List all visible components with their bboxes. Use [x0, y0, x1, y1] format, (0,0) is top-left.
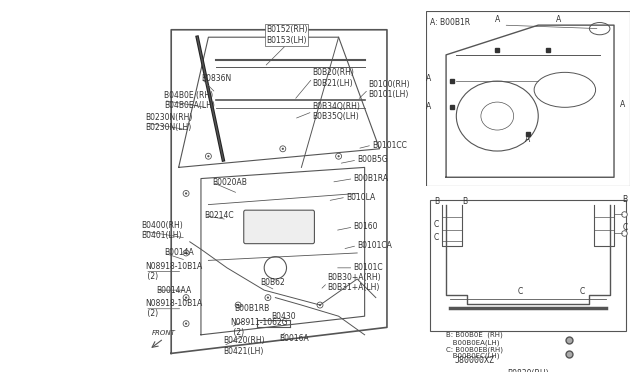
- Text: N08918-10B1A
 (2): N08918-10B1A (2): [145, 262, 202, 281]
- Text: C: C: [579, 287, 584, 296]
- Text: B0152(RH)
B0153(LH): B0152(RH) B0153(LH): [266, 25, 307, 45]
- Text: B00B1RB: B00B1RB: [234, 304, 269, 313]
- Circle shape: [337, 155, 340, 157]
- FancyBboxPatch shape: [244, 210, 314, 244]
- Text: A: A: [556, 15, 561, 24]
- Text: C: B00B0EB(RH): C: B00B0EB(RH): [446, 346, 503, 353]
- Text: B0430: B0430: [271, 312, 296, 321]
- Text: B010LA: B010LA: [346, 193, 375, 202]
- Circle shape: [185, 323, 187, 325]
- Text: B0B62: B0B62: [260, 278, 285, 287]
- Text: B: B: [463, 197, 468, 206]
- Text: B0101CA: B0101CA: [357, 241, 392, 250]
- Circle shape: [282, 148, 284, 150]
- Text: B0230N(RH)
B0230N(LH): B0230N(RH) B0230N(LH): [145, 113, 193, 132]
- Text: B00B1RA: B00B1RA: [353, 174, 388, 183]
- Text: B0016A: B0016A: [279, 334, 309, 343]
- Text: B0100(RH)
B0101(LH): B0100(RH) B0101(LH): [369, 80, 410, 99]
- Text: A: B00B1R: A: B00B1R: [429, 18, 470, 27]
- Text: C: C: [434, 233, 439, 242]
- Text: B0160: B0160: [353, 222, 378, 231]
- Text: B: B00B0E  (RH): B: B00B0E (RH): [446, 331, 503, 338]
- Text: B0420(RH)
B0421(LH): B0420(RH) B0421(LH): [223, 336, 265, 356]
- Text: B04B0E (RH)
B04B0EA(LH): B04B0E (RH) B04B0EA(LH): [164, 91, 214, 110]
- Text: C: C: [518, 287, 523, 296]
- Circle shape: [237, 304, 239, 306]
- Circle shape: [207, 155, 209, 157]
- Text: B0014A: B0014A: [164, 248, 193, 257]
- FancyBboxPatch shape: [429, 201, 627, 331]
- Circle shape: [319, 304, 321, 306]
- Text: B0014AA: B0014AA: [156, 286, 191, 295]
- Circle shape: [185, 252, 187, 254]
- Text: J80000XZ: J80000XZ: [455, 356, 495, 365]
- Text: A: A: [525, 135, 531, 144]
- Text: A: A: [495, 15, 500, 24]
- Text: FRONT: FRONT: [152, 330, 176, 336]
- Text: C: C: [622, 223, 627, 232]
- Text: B0101CC: B0101CC: [372, 141, 407, 150]
- Text: B0830(RH)
B0831(LH): B0830(RH) B0831(LH): [507, 369, 549, 372]
- FancyBboxPatch shape: [426, 11, 630, 186]
- Text: N08911-1062G
 (2): N08911-1062G (2): [231, 318, 289, 337]
- Text: C: C: [434, 219, 439, 229]
- Text: A: A: [426, 74, 431, 83]
- Text: B0020AB: B0020AB: [212, 178, 247, 187]
- Text: B: B: [622, 195, 627, 204]
- Text: B0B30+A(RH)
B0B31+A(LH): B0B30+A(RH) B0B31+A(LH): [328, 273, 381, 292]
- Circle shape: [185, 192, 187, 195]
- Text: B00B0EC(LH): B00B0EC(LH): [446, 353, 500, 359]
- Text: N08918-10B1A
 (2): N08918-10B1A (2): [145, 299, 202, 318]
- Text: B0B20(RH)
B0B21(LH): B0B20(RH) B0B21(LH): [312, 68, 355, 88]
- Text: B0214C: B0214C: [205, 211, 234, 220]
- Text: B00B5G: B00B5G: [357, 155, 388, 164]
- Text: B0101C: B0101C: [353, 263, 383, 272]
- Text: B: B: [434, 197, 439, 206]
- Text: B0836N: B0836N: [201, 74, 231, 83]
- Text: B00B0EA(LH): B00B0EA(LH): [446, 340, 500, 346]
- Circle shape: [185, 296, 187, 299]
- Text: B0400(RH)
B0401(LH): B0400(RH) B0401(LH): [141, 221, 183, 240]
- Text: A: A: [426, 102, 431, 111]
- Circle shape: [267, 296, 269, 299]
- Text: A: A: [620, 100, 625, 109]
- Text: B0B34Q(RH)
B0B35Q(LH): B0B34Q(RH) B0B35Q(LH): [312, 102, 360, 121]
